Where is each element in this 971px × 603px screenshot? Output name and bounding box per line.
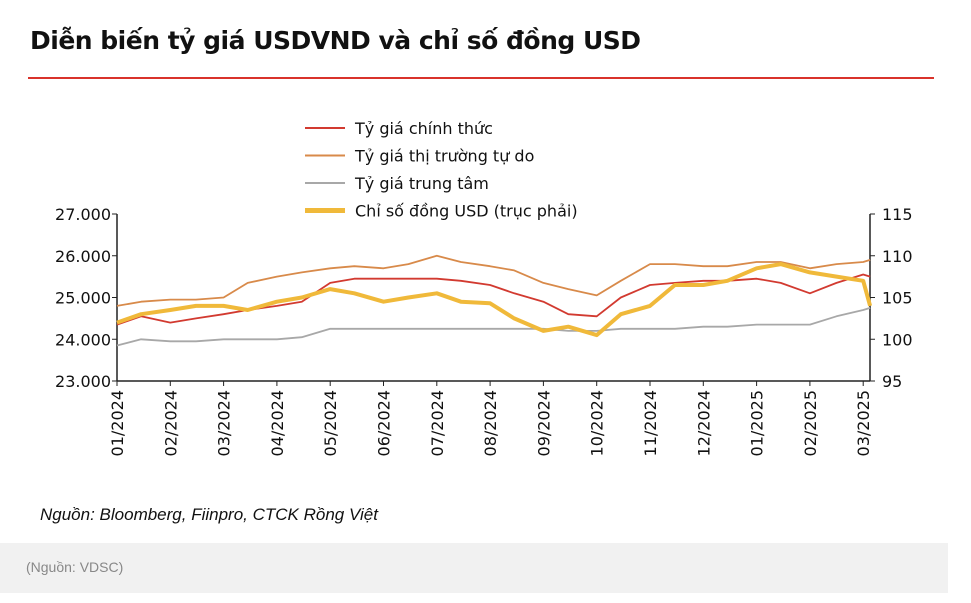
caption-text: (Nguồn: VDSC) bbox=[26, 559, 124, 575]
caption-bar: (Nguồn: VDSC) bbox=[0, 543, 948, 593]
left-tick-label: 24.000 bbox=[55, 330, 111, 349]
x-tick-label: 09/2024 bbox=[534, 390, 553, 456]
left-tick-label: 26.000 bbox=[55, 247, 111, 266]
legend: Tỷ giá chính thức Tỷ giá thị trường tự do… bbox=[305, 119, 578, 221]
legend-label: Chỉ số đồng USD (trục phải) bbox=[355, 202, 578, 221]
x-tick-label: 01/2025 bbox=[748, 390, 767, 456]
series-lines bbox=[116, 254, 873, 347]
series-line-2 bbox=[116, 254, 871, 307]
x-tick-label: 03/2024 bbox=[215, 390, 234, 456]
legend-label: Tỷ giá chính thức bbox=[354, 119, 493, 138]
right-tick-label: 105 bbox=[882, 289, 913, 308]
x-tick-label: 11/2024 bbox=[641, 390, 660, 456]
title-divider bbox=[28, 77, 934, 79]
legend-label: Tỷ giá thị trường tự do bbox=[354, 147, 534, 166]
x-tick-label: 10/2024 bbox=[588, 390, 607, 456]
left-tick-label: 25.000 bbox=[55, 289, 111, 308]
x-tick-label: 02/2025 bbox=[801, 390, 820, 456]
right-tick-label: 115 bbox=[882, 205, 913, 224]
series-line-3 bbox=[116, 307, 871, 347]
axes: 23.000 24.000 25.000 26.000 27.000 95 100 105 11… bbox=[55, 205, 913, 456]
chart-source: Nguồn: Bloomberg, Fiinpro, CTCK Rồng Việ… bbox=[40, 505, 378, 524]
x-tick-label: 01/2024 bbox=[108, 390, 127, 456]
x-tick-label: 03/2025 bbox=[854, 390, 873, 456]
x-tick-label: 04/2024 bbox=[268, 390, 287, 456]
series-line-1 bbox=[116, 273, 871, 326]
left-tick-label: 27.000 bbox=[55, 205, 111, 224]
legend-label: Tỷ giá trung tâm bbox=[354, 174, 489, 193]
right-tick-label: 110 bbox=[882, 247, 913, 266]
chart: 23.000 24.000 25.000 26.000 27.000 95 100 105 11… bbox=[55, 119, 913, 456]
x-tick-label: 06/2024 bbox=[375, 390, 394, 456]
x-tick-label: 08/2024 bbox=[481, 390, 500, 456]
left-tick-label: 23.000 bbox=[55, 372, 111, 391]
right-tick-label: 95 bbox=[882, 372, 902, 391]
chart-title: Diễn biến tỷ giá USDVND và chỉ số đồng U… bbox=[30, 26, 641, 55]
series-line-4 bbox=[116, 262, 873, 338]
x-tick-label: 12/2024 bbox=[694, 390, 713, 456]
x-tick-label: 07/2024 bbox=[428, 390, 447, 456]
x-tick-label: 02/2024 bbox=[161, 390, 180, 456]
x-tick-label: 05/2024 bbox=[321, 390, 340, 456]
right-tick-label: 100 bbox=[882, 330, 913, 349]
